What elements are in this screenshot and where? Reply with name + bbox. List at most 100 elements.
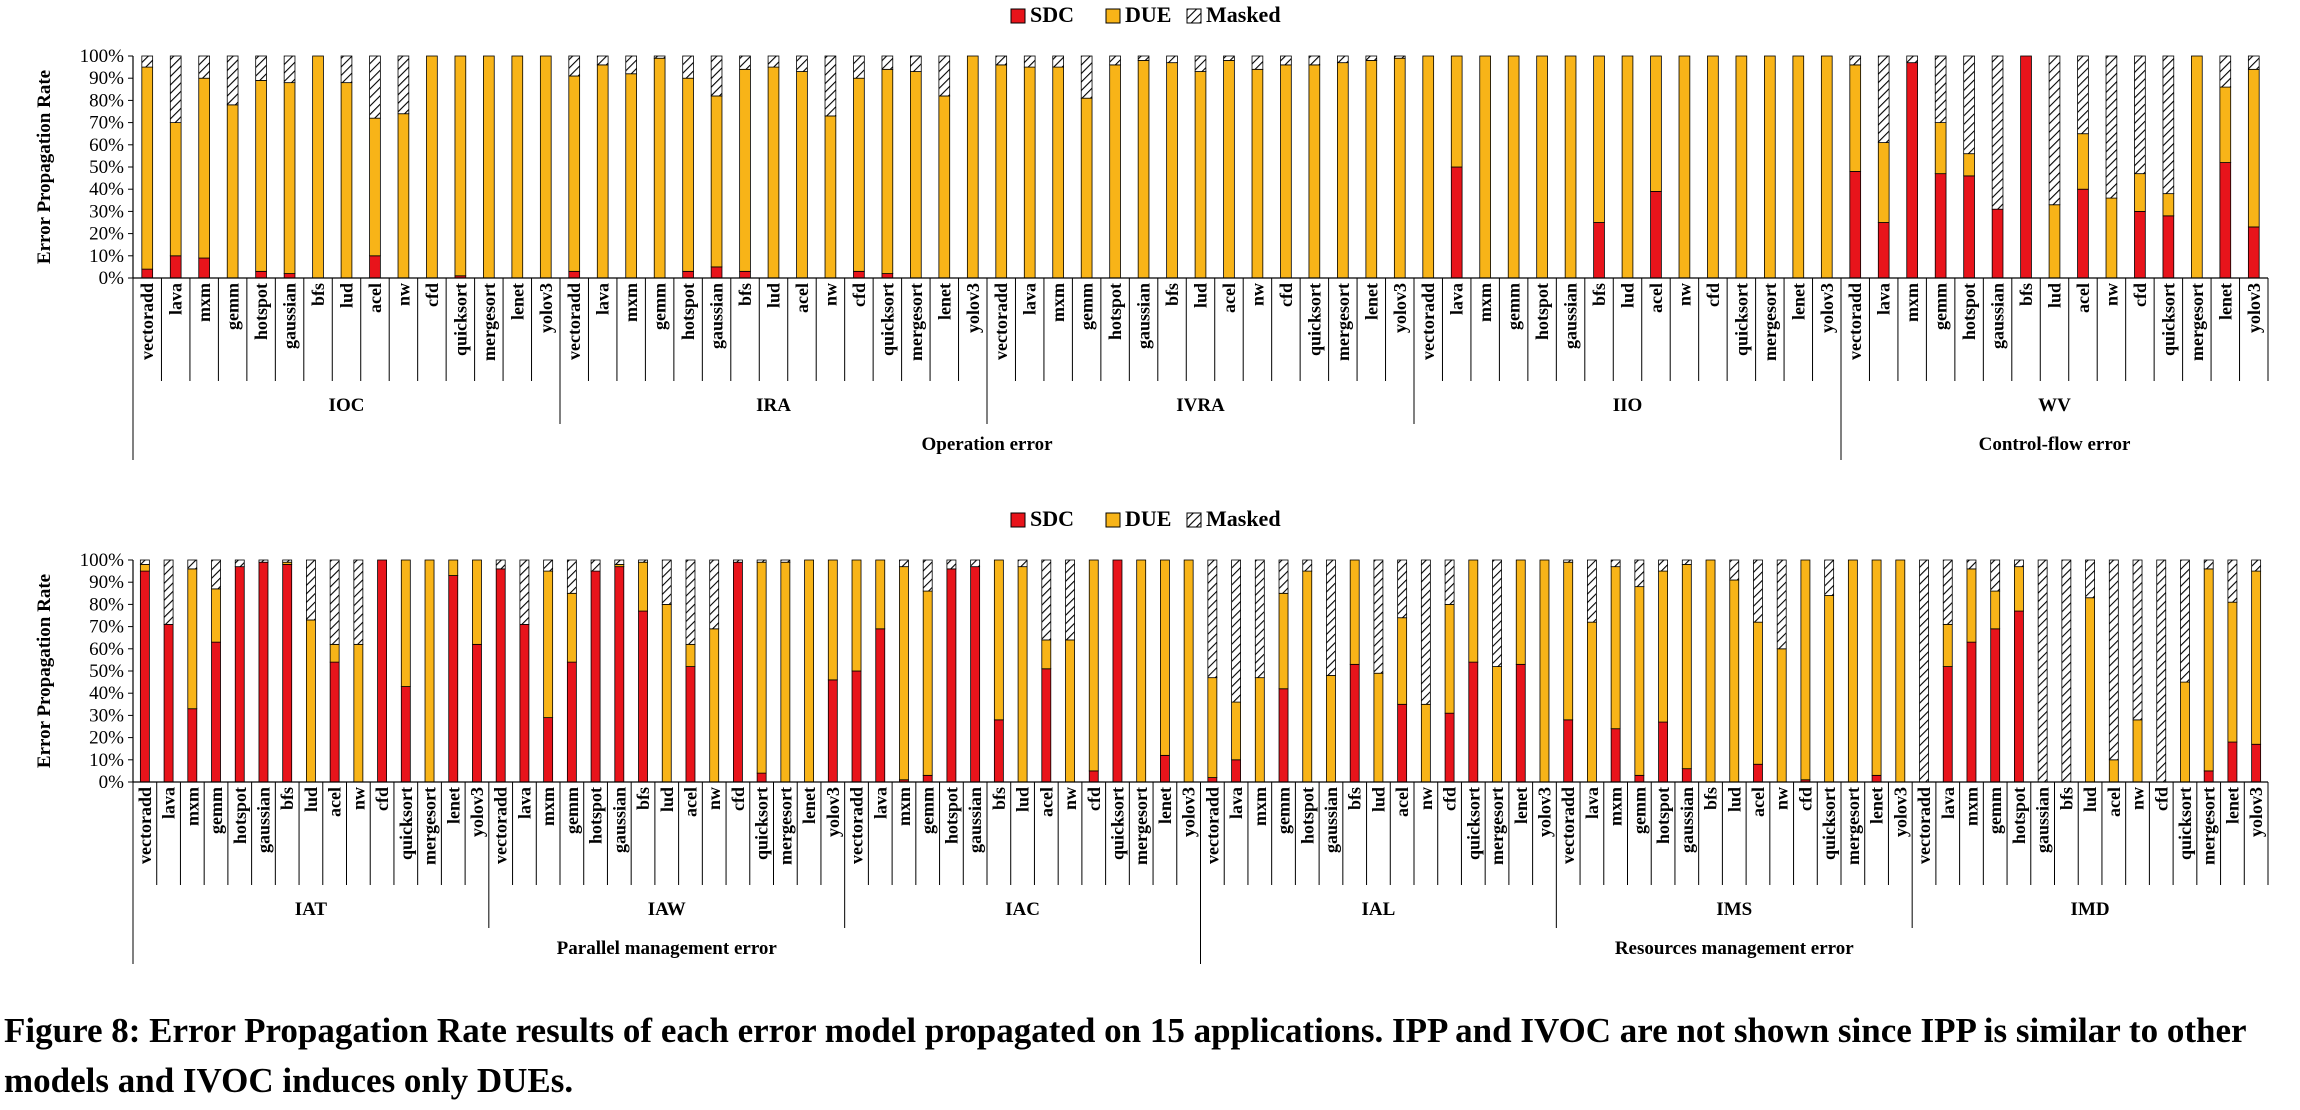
bar-segment-due	[1539, 559, 1550, 783]
x-tick-label: hotspot	[230, 787, 250, 844]
x-tick-label: quicksort	[877, 283, 897, 356]
y-tick-label: 90%	[89, 68, 124, 89]
bar-segment-masked	[1906, 55, 1918, 64]
bar-segment-sdc	[875, 628, 886, 783]
x-tick-label: quicksort	[396, 787, 416, 860]
bar-ims-lava	[1587, 559, 1597, 783]
legend-masked: Masked	[1186, 506, 1281, 531]
bar-segment-masked	[767, 55, 780, 68]
x-tick-label: vectoradd	[491, 787, 511, 864]
bar-segment-due	[875, 559, 886, 630]
bar-segment-masked	[638, 559, 648, 563]
bar-segment-masked	[1990, 559, 2001, 592]
bar-iat-hotspot	[234, 559, 245, 783]
x-tick-label: lava	[1874, 283, 1894, 315]
x-tick-label: nw	[2128, 787, 2148, 810]
bar-segment-due	[625, 73, 637, 279]
bar-segment-masked	[519, 559, 530, 625]
x-tick-label: lava	[159, 787, 179, 819]
bar-ims-hotspot	[1658, 559, 1668, 783]
bar-ims-cfd	[1800, 559, 1811, 783]
bar-segment-masked	[625, 55, 637, 75]
x-tick-label: quicksort	[1819, 787, 1839, 860]
bar-segment-due	[1507, 55, 1520, 279]
bar-segment-masked	[780, 559, 791, 563]
bar-ira-hotspot	[682, 55, 694, 279]
bar-iac-mergesort	[1136, 559, 1147, 783]
bar-segment-due	[780, 561, 791, 783]
bar-segment-due	[1223, 60, 1235, 279]
bar-segment-masked	[853, 55, 865, 79]
bar-segment-sdc	[1160, 754, 1170, 783]
bar-segment-sdc	[400, 686, 411, 783]
bar-segment-due	[1326, 675, 1336, 783]
x-tick-label: yolov3	[2244, 283, 2264, 333]
bar-iio-yolov3	[1820, 55, 1833, 279]
bar-segment-masked	[910, 55, 922, 72]
bar-ivra-gaussian	[1137, 55, 1150, 279]
x-tick-label: nw	[1674, 283, 1694, 306]
bar-segment-sdc	[377, 559, 387, 783]
x-tick-label: lenet	[799, 787, 819, 824]
bar-imd-hotspot	[2014, 559, 2024, 783]
x-tick-label: gemm	[1985, 787, 2005, 834]
bar-segment-sdc	[282, 564, 293, 783]
x-tick-label: vectoradd	[135, 787, 155, 864]
bar-iac-mxm	[899, 559, 909, 783]
bar-iat-yolov3	[472, 559, 482, 783]
bar-segment-sdc	[1088, 770, 1099, 783]
bar-segment-sdc	[756, 772, 767, 783]
bar-segment-masked	[2105, 55, 2118, 199]
bar-segment-masked	[796, 55, 808, 72]
bar-segment-due	[910, 71, 922, 279]
y-tick-label: 50%	[89, 157, 124, 178]
bar-segment-due	[899, 566, 909, 781]
bar-segment-sdc	[1906, 62, 1918, 279]
bar-wv-gaussian	[1991, 55, 2004, 279]
bar-segment-masked	[1041, 559, 1052, 641]
bar-segment-masked	[2180, 559, 2190, 683]
bar-imd-mxm	[1966, 559, 1977, 783]
bar-segment-sdc	[472, 643, 482, 783]
bar-segment-due	[993, 559, 1004, 721]
chart-panel-1: SDC DUE Masked 0%10%20%30%40%50%60%70%80%90…	[34, 2, 2269, 460]
bar-segment-masked	[1302, 559, 1313, 572]
group-label-ial: IAL	[1362, 899, 1396, 920]
bar-segment-due	[1966, 568, 1977, 643]
x-tick-label: nw	[2101, 283, 2121, 306]
x-tick-label: lava	[870, 787, 890, 819]
bar-segment-masked	[709, 559, 720, 630]
bar-segment-masked	[995, 55, 1008, 66]
x-tick-label: lenet	[1361, 283, 1381, 320]
x-tick-label: gaussian	[707, 283, 727, 349]
y-tick-label: 10%	[89, 246, 124, 267]
bar-segment-masked	[1231, 559, 1241, 703]
bar-iat-acel	[329, 559, 340, 783]
chart-legend: SDC DUE Masked	[1010, 2, 1281, 27]
bar-segment-masked	[922, 559, 933, 592]
bar-segment-due	[1065, 639, 1075, 783]
x-tick-label: lava	[1226, 787, 1246, 819]
x-tick-label: cfd	[1703, 283, 1723, 307]
bar-segment-due	[543, 570, 554, 719]
x-tick-label: lud	[1724, 787, 1744, 812]
bar-ira-cfd	[853, 55, 865, 279]
bar-segment-masked	[2048, 55, 2061, 206]
bar-wv-cfd	[2134, 55, 2146, 279]
bar-ivra-lava	[1023, 55, 1036, 279]
bar-segment-sdc	[1658, 721, 1668, 783]
bar-segment-due	[1302, 570, 1313, 783]
bar-ioc-nw	[397, 55, 410, 279]
x-tick-label: mxm	[1902, 283, 1922, 322]
bar-segment-due	[424, 559, 435, 783]
bar-segment-due	[827, 559, 838, 681]
bar-segment-masked	[1337, 55, 1349, 64]
y-axis: 0%10%20%30%40%50%60%70%80%90%100% Error P…	[34, 550, 134, 793]
bar-segment-sdc	[851, 670, 862, 783]
bar-wv-vectoradd	[1849, 55, 1862, 279]
bar-segment-due	[1536, 55, 1548, 279]
bar-segment-due	[1308, 64, 1321, 279]
bar-ivra-acel	[1223, 55, 1235, 279]
bar-wv-quicksort	[2162, 55, 2175, 279]
x-tick-label: yolov3	[1179, 787, 1199, 837]
